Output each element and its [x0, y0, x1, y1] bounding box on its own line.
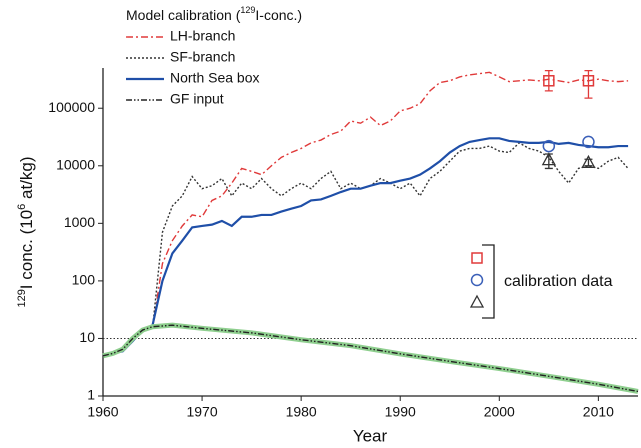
- series-line: [102, 324, 639, 393]
- marker-triangle: [469, 294, 485, 308]
- marker-triangle: [581, 154, 596, 168]
- title-text: Model calibration (: [126, 7, 241, 23]
- error-bar: [544, 153, 553, 170]
- x-tick-label: 1960: [87, 404, 118, 420]
- legend-label: GF input: [170, 91, 224, 107]
- marker-circle: [582, 135, 595, 149]
- marker-square: [543, 75, 555, 87]
- marker-square: [582, 75, 595, 87]
- series-band: [102, 322, 639, 394]
- ylabel-sup: 129: [16, 289, 28, 307]
- marker-circle: [470, 273, 484, 287]
- marker-square: [471, 252, 483, 264]
- y-tick-label: 1: [87, 387, 95, 403]
- legend-label: North Sea box: [170, 70, 260, 86]
- error-bar: [584, 69, 593, 99]
- y-tick-label: 1000: [64, 214, 95, 230]
- calibration-bracket: [482, 244, 495, 319]
- error-bar: [584, 158, 593, 167]
- x-tick-label: 1990: [385, 404, 416, 420]
- y-tick-label: 10: [79, 329, 95, 345]
- marker-circle: [542, 139, 556, 153]
- error-bar: [544, 69, 553, 92]
- ylabel-text: I conc. (10: [17, 210, 36, 289]
- legend-label: LH-branch: [170, 28, 235, 44]
- y-tick-label: 100000: [48, 99, 95, 115]
- series-line: [102, 137, 629, 357]
- series-line: [151, 142, 629, 329]
- x-tick-label: 1980: [286, 404, 317, 420]
- y-tick-label: 10000: [56, 156, 95, 172]
- legend-title: Model calibration (129I-conc.): [126, 5, 302, 22]
- marker-triangle: [541, 152, 556, 166]
- x-tick-label: 2000: [484, 404, 515, 420]
- legend-label: SF-branch: [170, 49, 235, 65]
- ylabel-text: at/kg): [17, 156, 36, 203]
- x-tick-label: 1970: [186, 404, 217, 420]
- y-tick-label: 100: [72, 272, 96, 288]
- y-axis-label: 129I conc. (106 at/kg): [16, 156, 37, 307]
- calibration-label: calibration data: [504, 273, 613, 290]
- title-sup: 129: [240, 5, 255, 15]
- title-text: I-conc.): [255, 7, 302, 23]
- x-axis-label: Year: [353, 426, 388, 445]
- x-tick-label: 2010: [583, 404, 614, 420]
- ylabel-sup: 6: [16, 204, 28, 210]
